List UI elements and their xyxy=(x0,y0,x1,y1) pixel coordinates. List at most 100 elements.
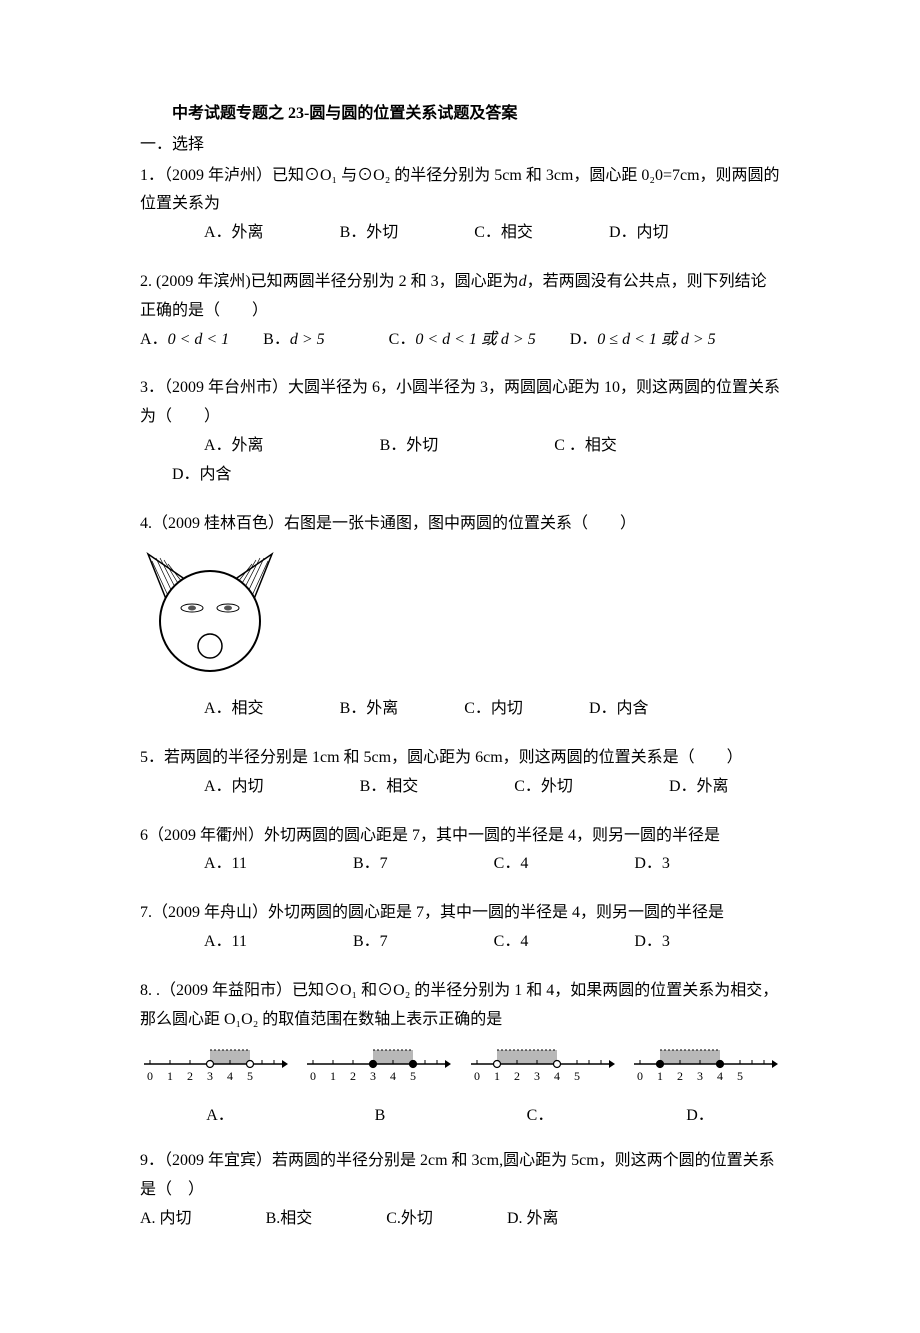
q8-opt-b: B xyxy=(300,1102,460,1131)
q1-text: 1．（2009 年泸州）已知⊙O₁ 与⊙O₂ 的半径分别为 5cm 和 3cm，… xyxy=(140,162,780,220)
q3-options: A．外离 B．外切 C ．相交 D．内含 xyxy=(140,432,780,490)
question-8: 8. .（2009 年益阳市）已知⊙O₁ 和⊙O₂ 的半径分别为 1 和 4，如… xyxy=(140,977,780,1131)
q2-text1: 2. (2009 年滨州)已知两圆半径分别为 2 和 3，圆心距为 xyxy=(140,273,519,290)
q1-opt-d: D．内切 xyxy=(577,219,669,248)
q1-opt-b: B．外切 xyxy=(308,219,399,248)
q2-b-math: d > 5 xyxy=(290,326,325,355)
q9-opt-a: A. 内切 xyxy=(140,1205,192,1234)
numberline-svg: 012345 xyxy=(303,1042,453,1087)
doc-title: 中考试题专题之 23-圆与圆的位置关系试题及答案 xyxy=(140,100,780,129)
svg-text:1: 1 xyxy=(494,1069,500,1083)
svg-text:3: 3 xyxy=(370,1069,376,1083)
q2-b-label: B． xyxy=(263,326,290,355)
svg-text:4: 4 xyxy=(554,1069,560,1083)
q2-opt-a: A．0 < d < 1 xyxy=(140,326,229,355)
q4-opt-a: A．相交 xyxy=(172,695,264,724)
q6-opt-d: D．3 xyxy=(602,850,670,879)
numberline-svg: 012345 xyxy=(467,1042,617,1087)
section-header: 一．选择 xyxy=(140,131,780,160)
q4-options: A．相交 B．外离 C．内切 D．内含 xyxy=(140,695,780,724)
svg-text:2: 2 xyxy=(187,1069,193,1083)
svg-text:0: 0 xyxy=(637,1069,643,1083)
q9-opt-d: D. 外离 xyxy=(507,1205,559,1234)
q2-a-math: 0 < d < 1 xyxy=(168,326,230,355)
q6-opt-a: A．11 xyxy=(172,850,247,879)
question-3: 3．（2009 年台州市）大圆半径为 6，小圆半径为 3，两圆圆心距为 10，则… xyxy=(140,374,780,489)
svg-text:0: 0 xyxy=(474,1069,480,1083)
q3-opt-d: D．内含 xyxy=(140,461,232,490)
q4-opt-c: C．内切 xyxy=(432,695,523,724)
q2-c-math: 0 < d < 1 或 d > 5 xyxy=(415,326,535,355)
q6-options: A．11 B．7 C．4 D．3 xyxy=(140,850,780,879)
q9-text: 9．（2009 年宜宾）若两圆的半径分别是 2cm 和 3cm,圆心距为 5cm… xyxy=(140,1147,780,1205)
numberline-b: 012345 xyxy=(303,1042,453,1098)
q5-opt-d: D．外离 xyxy=(637,773,729,802)
q7-opt-b: B．7 xyxy=(321,928,388,957)
svg-text:4: 4 xyxy=(390,1069,396,1083)
q8-option-labels: A． B C． D． xyxy=(140,1102,780,1131)
q2-c-label: C． xyxy=(389,326,416,355)
q4-opt-d: D．内含 xyxy=(557,695,649,724)
q3-opt-a: A．外离 xyxy=(172,432,264,461)
cartoon-svg xyxy=(140,546,280,676)
q5-opt-b: B．相交 xyxy=(328,773,419,802)
q2-options: A．0 < d < 1 B．d > 5 C．0 < d < 1 或 d > 5 … xyxy=(140,326,780,355)
q8-opt-a: A． xyxy=(140,1102,300,1131)
svg-text:1: 1 xyxy=(330,1069,336,1083)
svg-text:4: 4 xyxy=(717,1069,723,1083)
q1-options: A．外离 B．外切 C．相交 D．内切 xyxy=(140,219,780,248)
q4-text: 4.（2009 桂林百色）右图是一张卡通图，图中两圆的位置关系（ ） xyxy=(140,510,780,539)
q8-text: 8. .（2009 年益阳市）已知⊙O₁ 和⊙O₂ 的半径分别为 1 和 4，如… xyxy=(140,977,780,1035)
question-9: 9．（2009 年宜宾）若两圆的半径分别是 2cm 和 3cm,圆心距为 5cm… xyxy=(140,1147,780,1233)
question-7: 7.（2009 年舟山）外切两圆的圆心距是 7，其中一圆的半径是 4，则另一圆的… xyxy=(140,899,780,957)
q2-d-math: 0 ≤ d < 1 或 d > 5 xyxy=(597,326,715,355)
svg-text:0: 0 xyxy=(310,1069,316,1083)
mouth-circle xyxy=(198,634,222,658)
q2-text: 2. (2009 年滨州)已知两圆半径分别为 2 和 3，圆心距为d，若两圆没有… xyxy=(140,268,780,326)
numberline-svg: 012345 xyxy=(630,1042,780,1087)
q5-opt-a: A．内切 xyxy=(172,773,264,802)
q2-opt-b: B．d > 5 xyxy=(263,326,324,355)
q5-options: A．内切 B．相交 C．外切 D．外离 xyxy=(140,773,780,802)
q2-d: d xyxy=(519,273,527,290)
numberline-d: 012345 xyxy=(630,1042,780,1098)
q7-text: 7.（2009 年舟山）外切两圆的圆心距是 7，其中一圆的半径是 4，则另一圆的… xyxy=(140,899,780,928)
numberline-svg: 012345 xyxy=(140,1042,290,1087)
svg-text:3: 3 xyxy=(534,1069,540,1083)
q6-opt-b: B．7 xyxy=(321,850,388,879)
svg-text:3: 3 xyxy=(697,1069,703,1083)
q9-opt-b: B.相交 xyxy=(266,1205,313,1234)
numberline-c: 012345 xyxy=(467,1042,617,1098)
q6-text: 6（2009 年衢州）外切两圆的圆心距是 7，其中一圆的半径是 4，则另一圆的半… xyxy=(140,822,780,851)
question-1: 1．（2009 年泸州）已知⊙O₁ 与⊙O₂ 的半径分别为 5cm 和 3cm，… xyxy=(140,162,780,248)
question-4: 4.（2009 桂林百色）右图是一张卡通图，图中两圆的位置关系（ ） xyxy=(140,510,780,724)
numberline-a: 012345 xyxy=(140,1042,290,1098)
svg-text:1: 1 xyxy=(657,1069,663,1083)
q7-opt-d: D．3 xyxy=(602,928,670,957)
q3-opt-b: B．外切 xyxy=(348,432,439,461)
q2-opt-c: C．0 < d < 1 或 d > 5 xyxy=(389,326,536,355)
svg-text:0: 0 xyxy=(147,1069,153,1083)
q5-opt-c: C．外切 xyxy=(482,773,573,802)
svg-text:1: 1 xyxy=(167,1069,173,1083)
question-2: 2. (2009 年滨州)已知两圆半径分别为 2 和 3，圆心距为d，若两圆没有… xyxy=(140,268,780,354)
q3-opt-c: C ．相交 xyxy=(522,432,617,461)
q6-opt-c: C．4 xyxy=(462,850,529,879)
q1-opt-c: C．相交 xyxy=(442,219,533,248)
svg-text:3: 3 xyxy=(207,1069,213,1083)
svg-text:5: 5 xyxy=(247,1069,253,1083)
q1-opt-a: A．外离 xyxy=(172,219,264,248)
q8-numberlines: 012345012345012345012345 xyxy=(140,1042,780,1098)
q7-options: A．11 B．7 C．4 D．3 xyxy=(140,928,780,957)
q8-opt-d: D． xyxy=(620,1102,780,1131)
svg-text:4: 4 xyxy=(227,1069,233,1083)
q4-opt-b: B．外离 xyxy=(308,695,399,724)
q5-text: 5．若两圆的半径分别是 1cm 和 5cm，圆心距为 6cm，则这两圆的位置关系… xyxy=(140,744,780,773)
right-eye-pupil xyxy=(224,606,232,611)
svg-text:2: 2 xyxy=(350,1069,356,1083)
svg-text:5: 5 xyxy=(410,1069,416,1083)
q7-opt-a: A．11 xyxy=(172,928,247,957)
q9-options: A. 内切 B.相交 C.外切 D. 外离 xyxy=(140,1205,780,1234)
svg-text:5: 5 xyxy=(574,1069,580,1083)
svg-text:5: 5 xyxy=(737,1069,743,1083)
